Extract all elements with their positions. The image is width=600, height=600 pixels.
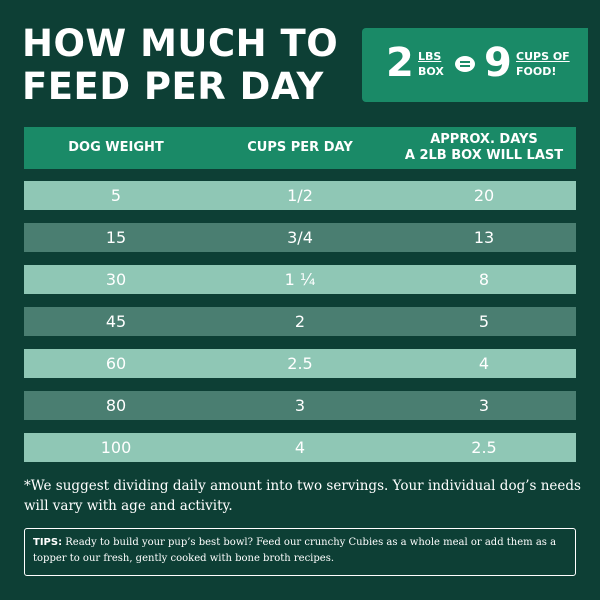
cell-days: 20: [473, 186, 495, 205]
title-line-2: FEED PER DAY: [22, 65, 324, 108]
cell-cups: 3: [294, 396, 306, 415]
serving-note: *We suggest dividing daily amount into t…: [24, 478, 581, 514]
cell-weight: 80: [105, 396, 127, 415]
title-line-1: HOW MUCH TO: [22, 22, 339, 65]
table-row: 100 4 2.5: [24, 433, 576, 462]
cell-weight: 100: [100, 438, 132, 457]
food-label: FOOD!: [516, 65, 557, 78]
cell-weight: 15: [105, 228, 127, 247]
cell-days: 3: [478, 396, 490, 415]
table-row: 15 3/4 13: [24, 223, 576, 252]
cell-weight: 60: [105, 354, 127, 373]
box-label: BOX: [418, 65, 444, 78]
table-row: 60 2.5 4: [24, 349, 576, 378]
table-row: 5 1/2 20: [24, 181, 576, 210]
table-row: 80 3 3: [24, 391, 576, 420]
header-dog-weight: DOG WEIGHT: [68, 140, 164, 155]
cell-days: 8: [478, 270, 490, 289]
table-header: DOG WEIGHT CUPS PER DAY APPROX. DAYS A 2…: [24, 127, 576, 169]
cell-days: 4: [478, 354, 490, 373]
cell-cups: 2: [294, 312, 306, 331]
equals-icon: [455, 56, 475, 72]
cell-days: 13: [473, 228, 495, 247]
cell-cups: 2.5: [287, 354, 313, 373]
table-row: 30 1 ¼ 8: [24, 265, 576, 294]
cell-days: 5: [478, 312, 490, 331]
cell-cups: 3/4: [287, 228, 313, 247]
header-cups-per-day: CUPS PER DAY: [247, 140, 353, 155]
conversion-badge: 2 LBS BOX 9 CUPS OF FOOD!: [362, 28, 588, 102]
cell-days: 2.5: [471, 438, 497, 457]
lbs-number: 2: [386, 40, 414, 86]
header-days-line-2: A 2LB BOX WILL LAST: [404, 148, 564, 163]
cell-weight: 5: [110, 186, 122, 205]
cell-cups: 1/2: [287, 186, 313, 205]
page-title: HOW MUCH TO FEED PER DAY: [22, 22, 342, 108]
tips-label: TIPS:: [33, 537, 63, 548]
tips-box: TIPS: Ready to build your pup’s best bow…: [24, 528, 576, 576]
tips-text: Ready to build your pup’s best bowl? Fee…: [33, 537, 557, 564]
cell-cups: 1 ¼: [284, 270, 316, 289]
cell-cups: 4: [294, 438, 306, 457]
cell-weight: 45: [105, 312, 127, 331]
header-days-line-1: APPROX. DAYS: [430, 132, 538, 147]
table-row: 45 2 5: [24, 307, 576, 336]
lbs-label: LBS: [418, 50, 442, 63]
header-approx-days: APPROX. DAYS A 2LB BOX WILL LAST: [392, 132, 576, 164]
cell-weight: 30: [105, 270, 127, 289]
cups-number: 9: [484, 40, 512, 86]
cups-label: CUPS OF: [516, 50, 570, 63]
